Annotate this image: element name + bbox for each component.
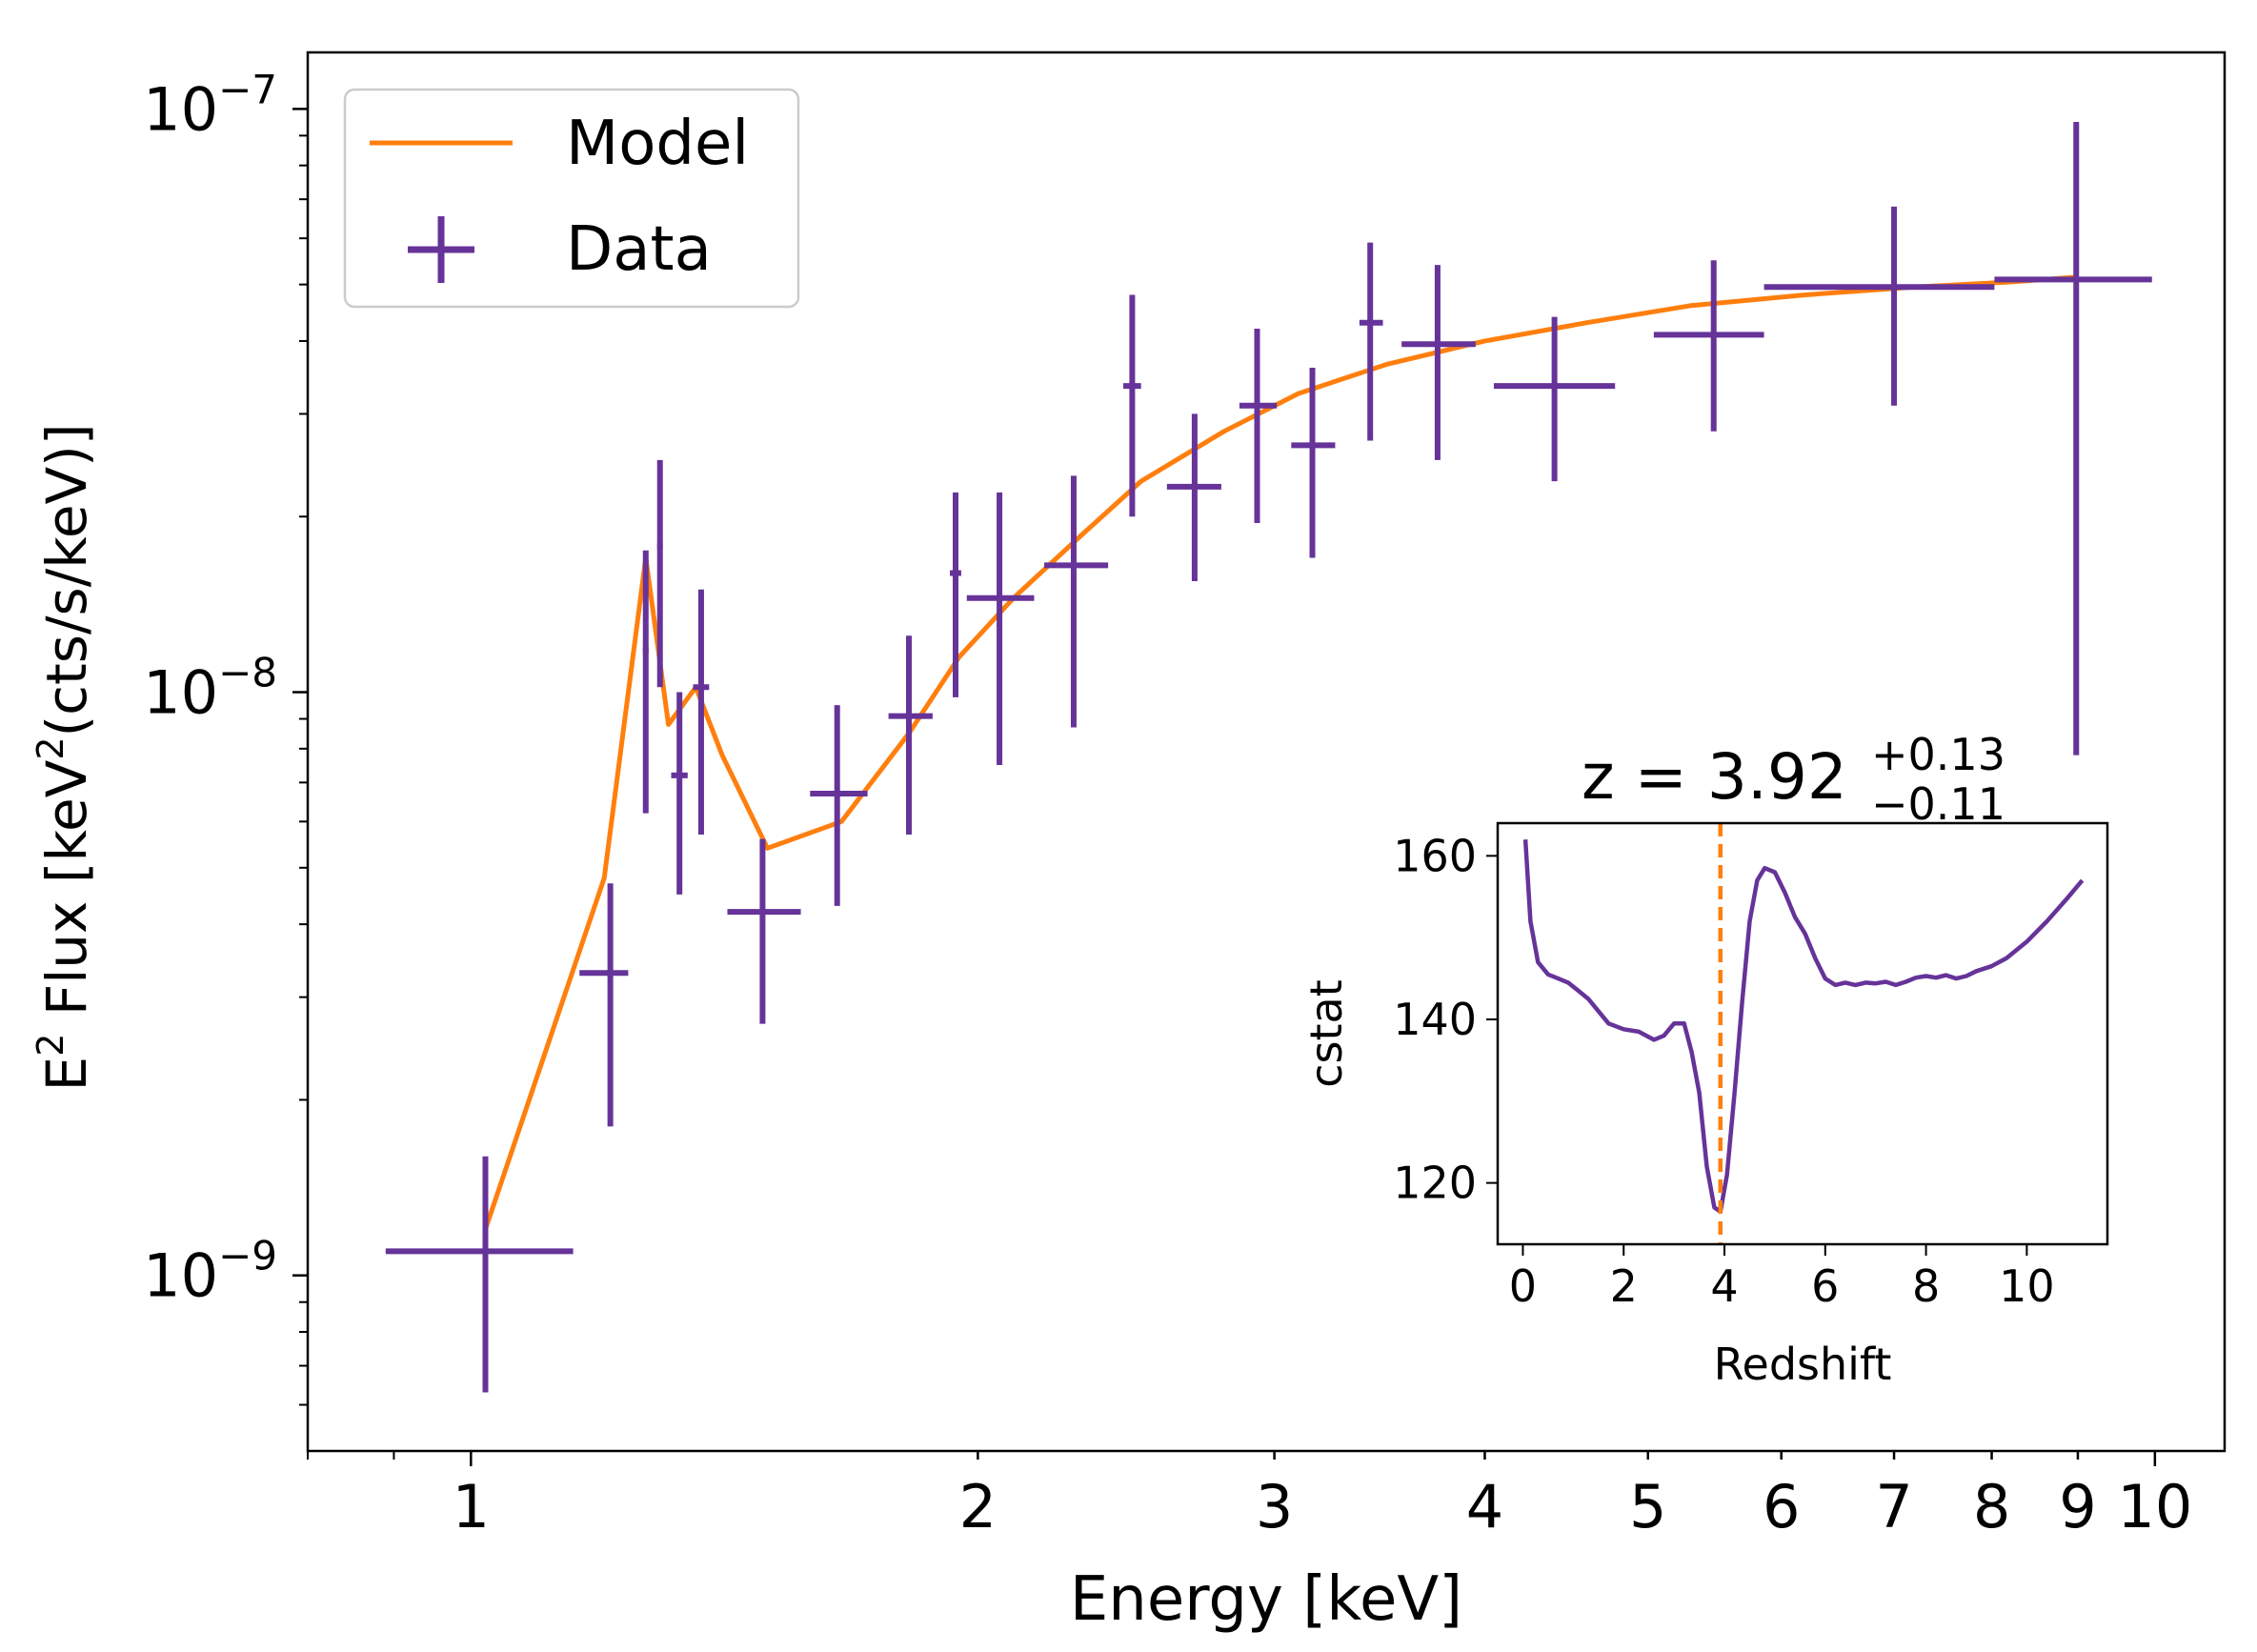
inset-x-ticks: 0 2 4 6 8 10 xyxy=(1509,1244,2055,1312)
data-point xyxy=(656,459,663,688)
inset-ylabel: cstat xyxy=(1300,979,1352,1088)
x-tick-label: 2 xyxy=(959,1472,997,1541)
x-tick-label: 1 xyxy=(453,1472,490,1541)
main-axes-frame xyxy=(306,50,2227,1453)
data-point xyxy=(642,550,649,814)
inset-x-tick-label: 0 xyxy=(1509,1260,1537,1312)
ylabel-end: (cts/s/keV)] xyxy=(34,424,99,737)
data-point xyxy=(966,492,1035,766)
main-ylabel: E2 Flux [keV2(cts/s/keV)] xyxy=(30,424,99,1092)
data-point xyxy=(727,838,801,1024)
inset-y-ticks: 120 140 160 xyxy=(1393,830,1498,1209)
main-x-ticks: 1 2 3 4 5 6 7 8 9 10 xyxy=(307,1451,2192,1541)
inset-y-tick-label: 140 xyxy=(1393,994,1477,1045)
inset-x-tick-label: 6 xyxy=(1811,1260,1839,1312)
ylabel-sup1: 2 xyxy=(30,1034,71,1057)
data-point xyxy=(1493,316,1616,482)
data-point xyxy=(1653,260,1764,432)
inset-y-tick-label: 120 xyxy=(1393,1158,1477,1209)
inset-title: z = 3.92 xyxy=(1582,740,1847,814)
x-tick-label: 10 xyxy=(2117,1472,2192,1541)
inset-x-tick-label: 4 xyxy=(1710,1260,1738,1312)
ylabel-mid: Flux [keV xyxy=(34,759,99,1033)
cstat-curve xyxy=(1522,839,2085,1214)
data-point xyxy=(693,589,710,835)
data-point xyxy=(1994,121,2152,755)
data-point xyxy=(1401,265,1476,460)
legend: Model Data xyxy=(343,88,800,309)
inset-axes-frame xyxy=(1496,821,2109,1246)
data-point xyxy=(671,692,688,895)
x-tick-label: 9 xyxy=(2059,1472,2096,1541)
inset-x-tick-label: 2 xyxy=(1610,1260,1638,1312)
inset-y-tick-label: 160 xyxy=(1393,830,1477,881)
model-layer xyxy=(483,274,2079,1231)
inset-title-sub: −0.11 xyxy=(1871,778,2005,830)
x-tick-label: 7 xyxy=(1875,1472,1912,1541)
legend-data-label: Data xyxy=(566,214,712,285)
inset-title-sup: +0.13 xyxy=(1871,729,2005,780)
inset-curve-layer xyxy=(1522,823,2085,1244)
model-line xyxy=(483,274,2079,1231)
data-point xyxy=(1166,413,1221,582)
y-tick-label: 10−8 xyxy=(143,650,277,728)
y-tick-label: 10−7 xyxy=(143,66,277,144)
data-point xyxy=(1123,294,1141,517)
x-tick-label: 6 xyxy=(1763,1472,1800,1541)
y-tick-label: 10−9 xyxy=(143,1233,277,1311)
data-point xyxy=(1763,206,1995,406)
inset-plot: 0 2 4 6 8 10 120 140 160 Redshift cstat z = 3.9… xyxy=(1300,729,2109,1390)
main-plot: 1 2 3 4 5 6 7 8 9 10 10−910−810−7 Energy [keV] E2… xyxy=(30,50,2227,1635)
ylabel-sup2: 2 xyxy=(30,736,71,759)
data-point xyxy=(1239,328,1278,523)
x-tick-label: 8 xyxy=(1973,1472,2010,1541)
main-xlabel: Energy [keV] xyxy=(1070,1564,1462,1635)
x-tick-label: 4 xyxy=(1466,1472,1503,1541)
legend-model-label: Model xyxy=(566,109,749,179)
data-point xyxy=(1044,475,1109,728)
data-point xyxy=(888,635,933,835)
main-y-ticks: 10−9 10−8 10−7 xyxy=(143,66,308,1406)
inset-xlabel: Redshift xyxy=(1714,1339,1892,1390)
inset-background xyxy=(1498,823,2107,1244)
inset-x-tick-label: 8 xyxy=(1912,1260,1940,1312)
ylabel-base: E xyxy=(34,1057,99,1092)
inset-x-tick-label: 10 xyxy=(1999,1260,2055,1312)
data-point xyxy=(950,492,961,697)
inset-title-main: z = 3.92 xyxy=(1582,740,1847,814)
data-point xyxy=(579,883,629,1127)
data-point xyxy=(1291,367,1336,558)
data-point xyxy=(1359,242,1383,441)
data-point xyxy=(385,1156,574,1393)
data-point xyxy=(810,705,868,906)
data-layer xyxy=(385,121,2152,1393)
x-tick-label: 5 xyxy=(1629,1472,1666,1541)
x-tick-label: 3 xyxy=(1256,1472,1293,1541)
